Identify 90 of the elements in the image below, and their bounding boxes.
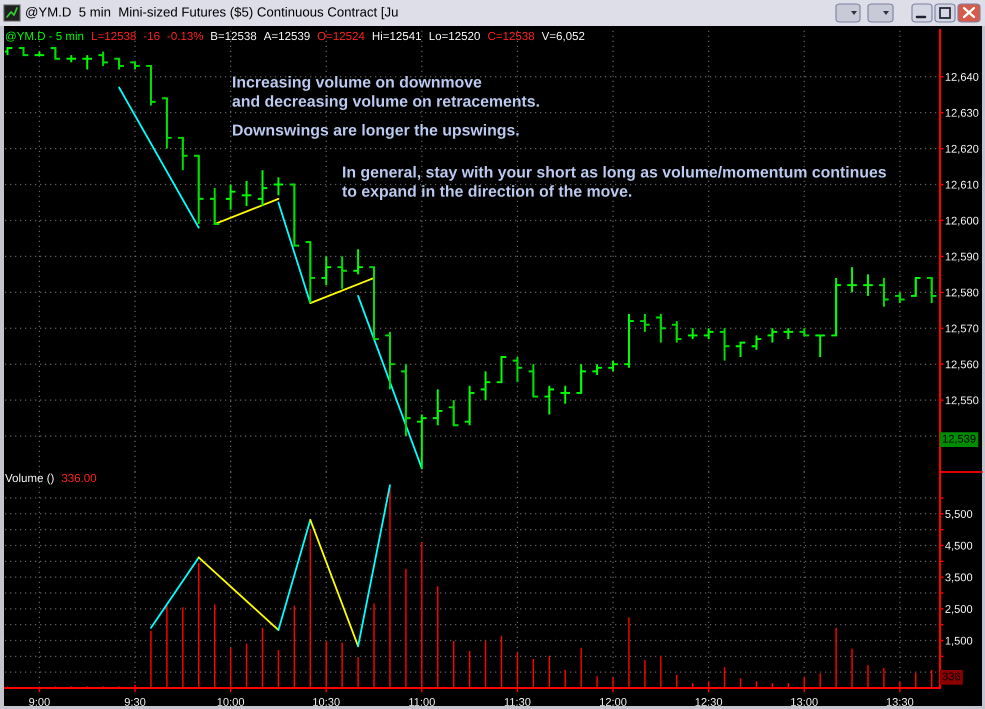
y-tick-label: 4,500: [945, 542, 972, 551]
candlestick: [544, 384, 556, 416]
candlestick: [256, 169, 268, 208]
candlestick: [97, 50, 109, 67]
candlestick: [607, 360, 619, 372]
candlestick: [145, 64, 157, 106]
y-tick-label: 12,620: [946, 144, 978, 154]
candlestick: [846, 266, 858, 294]
candlestick: [192, 154, 205, 226]
candlestick: [129, 61, 141, 71]
candlestick: [910, 276, 922, 297]
candlestick: [320, 255, 332, 286]
candlestick: [464, 384, 476, 426]
candlestick: [575, 363, 587, 394]
candlestick: [480, 370, 492, 402]
candlestick: [782, 327, 794, 340]
candlestick: [352, 248, 364, 276]
candlestick: [718, 327, 730, 362]
x-tick-label: 10:30: [313, 698, 340, 706]
x-tick-label: 11:00: [409, 698, 435, 706]
annotation: 336: [942, 672, 960, 680]
y-tick-label: 12,580: [946, 288, 978, 298]
candlestick: [368, 266, 380, 340]
candlestick: [400, 363, 412, 438]
x-tick-label: 11:30: [504, 698, 530, 706]
candlestick: [336, 255, 348, 290]
candlestick: [81, 54, 93, 71]
candlestick: [34, 50, 46, 56]
x-tick-label: 9:00: [29, 698, 50, 706]
candlestick: [272, 176, 284, 196]
candlestick: [702, 327, 714, 340]
candlestick: [432, 388, 444, 426]
candlestick: [512, 356, 524, 384]
y-tick-label: 12,570: [946, 324, 978, 334]
candlestick: [894, 291, 906, 304]
x-tick-label: 12:30: [696, 698, 722, 706]
y-tick-label: 5,500: [945, 510, 972, 520]
x-tick-label: 13:30: [886, 698, 914, 706]
y-tick-label: 12,600: [946, 216, 978, 226]
candlestick: [113, 58, 125, 71]
candlestick: [734, 342, 746, 358]
y-tick-label: 12,560: [946, 360, 978, 370]
candlestick: [639, 312, 651, 333]
candlestick: [766, 327, 778, 344]
candlestick: [686, 327, 698, 340]
annotation: In general, stay with your short as long as volume/momentum continues to expand in the direction of the move.: [342, 166, 886, 200]
candlestick: [830, 276, 842, 336]
candlestick: [66, 54, 78, 64]
x-tick-label: 13:00: [791, 698, 818, 706]
x-tick-label: 12:00: [600, 698, 627, 706]
y-tick-label: 2,500: [945, 605, 972, 614]
candlestick: [878, 276, 890, 308]
candlestick: [862, 273, 874, 297]
candlestick: [750, 334, 762, 351]
candlestick: [496, 356, 508, 384]
candlestick: [208, 187, 220, 226]
candlestick: [416, 414, 428, 470]
annotation: Downswings are longer the upswings.: [233, 124, 519, 139]
x-tick-label: 10:00: [218, 698, 244, 706]
candlestick: [161, 97, 173, 150]
candlestick: [623, 312, 635, 369]
chart-subtitle: Volume () 336.00: [5, 474, 96, 484]
candlestick: [288, 184, 300, 247]
candlestick: [384, 330, 396, 390]
y-tick-label: 12,640: [946, 72, 978, 82]
annotation: Increasing volume on downmove and decreasing volume on retracements.: [232, 76, 539, 110]
candlestick: [177, 136, 189, 172]
candlestick: [50, 46, 62, 60]
y-tick-label: 12,630: [946, 108, 978, 118]
x-tick-label: 9:30: [124, 698, 146, 706]
candlestick: [528, 363, 540, 398]
y-tick-label: 12,590: [946, 252, 978, 262]
candlestick: [591, 363, 603, 376]
chart-title: @YM.D 5 min Mini-sized Futures ($5) Continuous Contract [Ju: [26, 6, 398, 20]
candlestick: [448, 399, 460, 426]
candlestick: [926, 276, 938, 304]
candlestick: [655, 312, 667, 344]
candlestick: [224, 184, 236, 211]
y-tick-label: 12,550: [946, 396, 978, 406]
candlestick: [18, 46, 30, 56]
y-tick-label: 1,500: [946, 636, 972, 646]
candlestick: [304, 241, 316, 304]
candlestick: [559, 384, 571, 405]
text: @YM.D - 5 min L=12538 -16 -0.13% B=12538 A=12539 O=12524 Hi=12541 Lo=12520 C=12538 V=6,052: [6, 32, 584, 42]
y-tick-label: 12,610: [946, 180, 978, 190]
candlestick: [671, 320, 683, 344]
y-tick-label: 3,500: [945, 573, 972, 583]
candlestick: [814, 334, 826, 358]
candlestick: [240, 180, 252, 208]
annotation: 12,539: [942, 434, 976, 444]
